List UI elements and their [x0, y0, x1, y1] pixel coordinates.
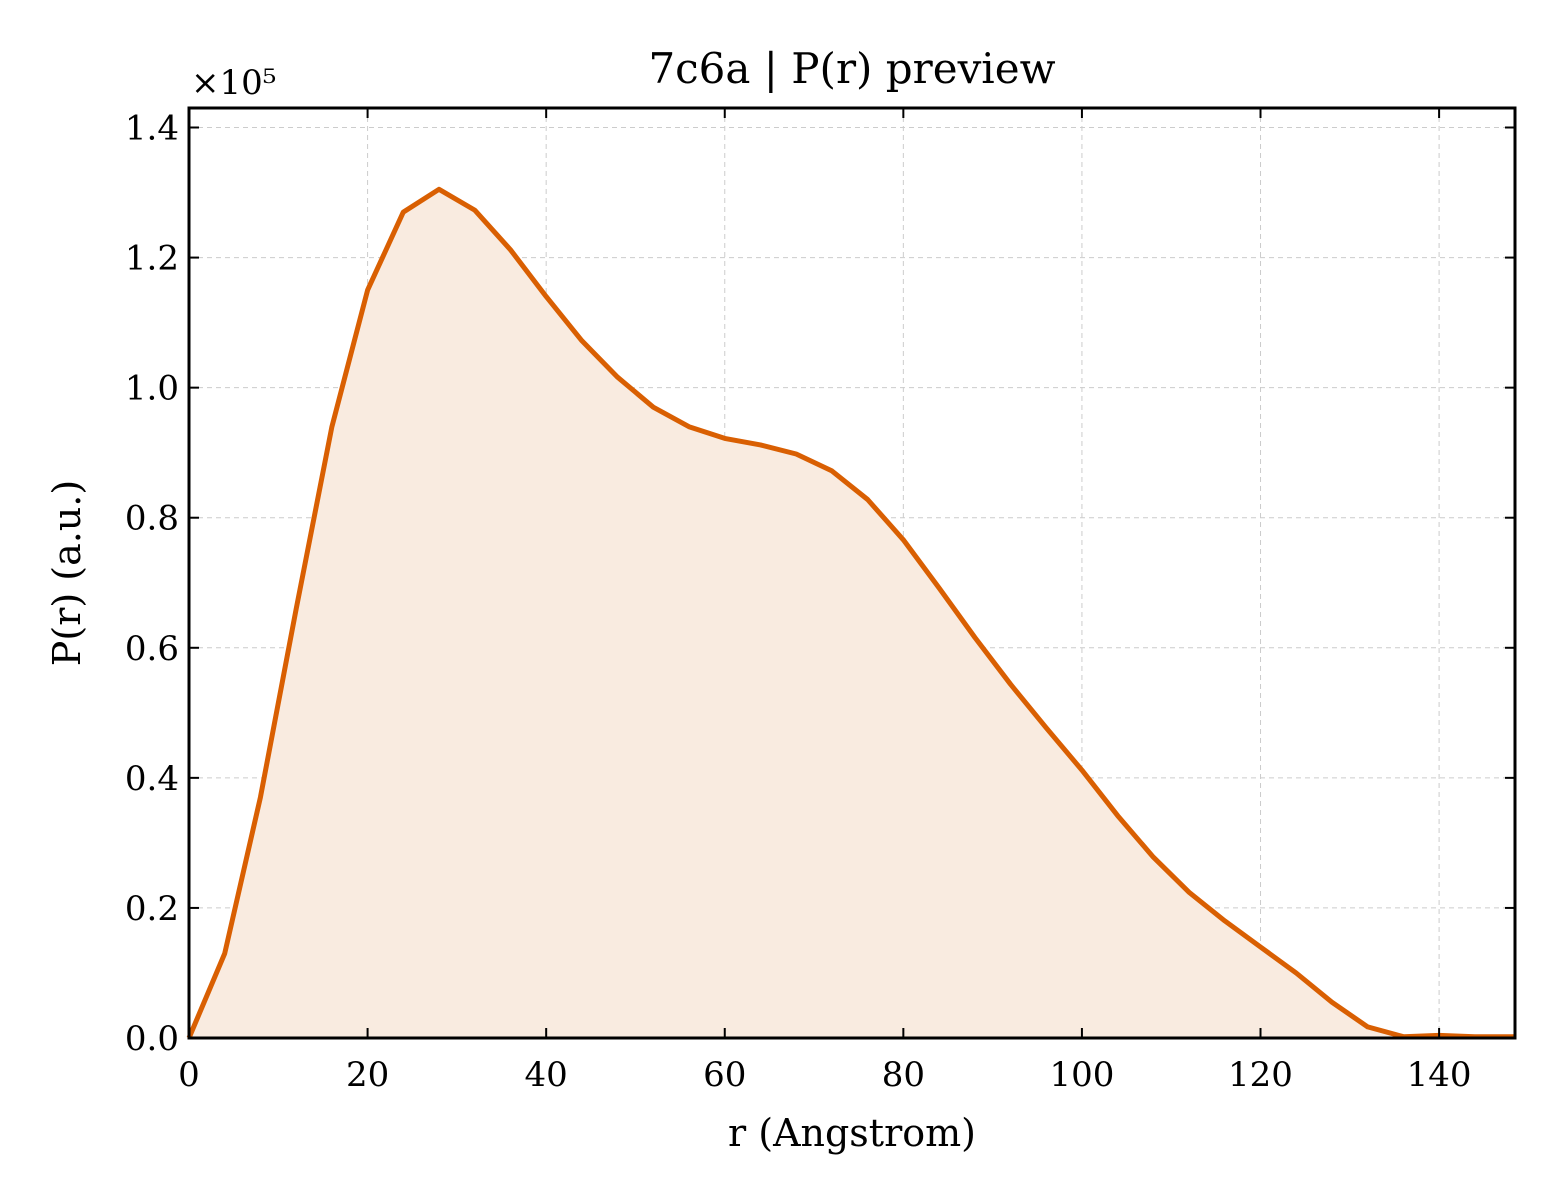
x-tick-label: 40 — [525, 1055, 568, 1095]
x-tick-label: 0 — [178, 1055, 200, 1095]
y-tick-label: 1.0 — [125, 369, 179, 409]
y-tick-label: 0.2 — [125, 889, 179, 929]
y-tick-label: 0.8 — [125, 499, 179, 539]
data-area — [186, 186, 1515, 1040]
y-tick-label: 0.4 — [125, 759, 179, 799]
tick-labels: 0 20 40 60 80 100 120 140 0.0 0.2 0.4 0.6 0.8 1.0 1.2 1… — [125, 109, 1472, 1095]
area-fill — [189, 189, 1515, 1039]
y-axis-multiplier: ×10⁵ — [191, 63, 276, 103]
x-tick-label: 80 — [882, 1055, 925, 1095]
y-tick-label: 1.2 — [125, 239, 179, 279]
plot-frame — [187, 106, 1517, 1040]
x-tick-label: 100 — [1049, 1055, 1114, 1095]
y-tick-label: 1.4 — [125, 109, 179, 149]
x-tick-label: 60 — [703, 1055, 746, 1095]
x-axis-label: r (Angstrom) — [728, 1111, 976, 1155]
chart-title: 7c6a | P(r) preview — [648, 44, 1055, 93]
y-axis-label: P(r) (a.u.) — [45, 480, 89, 666]
y-tick-label: 0.0 — [125, 1019, 179, 1059]
series-line — [186, 186, 1515, 1040]
y-tick-label: 0.6 — [125, 629, 179, 669]
x-tick-label: 20 — [346, 1055, 389, 1095]
x-tick-label: 120 — [1228, 1055, 1293, 1095]
x-tick-label: 140 — [1407, 1055, 1472, 1095]
